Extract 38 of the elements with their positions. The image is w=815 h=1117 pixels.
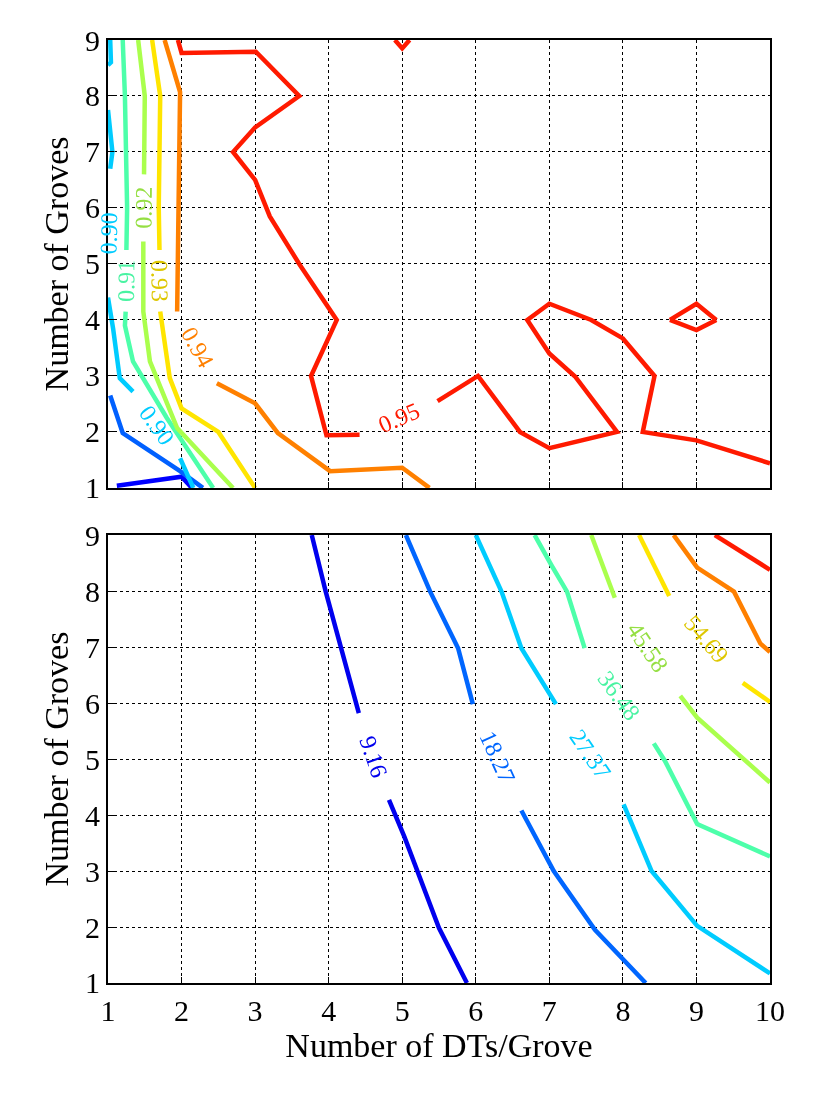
- y-tick-label: 8: [85, 574, 100, 608]
- y-tick-label: 7: [85, 630, 100, 664]
- y-axis-title: Number of Groves: [38, 136, 76, 392]
- x-tick-label: 2: [174, 994, 190, 1027]
- x-tick-label: 3: [247, 994, 263, 1027]
- x-tick-label: 9: [688, 994, 704, 1027]
- x-tick-label: 7: [541, 994, 557, 1027]
- text: 0.92: [130, 186, 157, 229]
- y-tick-label: 4: [85, 303, 100, 337]
- x-tick-label: 10: [755, 994, 785, 1027]
- x-tick-label: 5: [394, 994, 410, 1027]
- y-tick-label: 8: [85, 79, 100, 113]
- y-tick-label: 3: [85, 854, 100, 888]
- y-tick-label: 7: [85, 135, 100, 169]
- y-tick-label: 6: [85, 686, 100, 720]
- x-tick-label: 6: [468, 994, 484, 1027]
- y-tick-label: 1: [85, 966, 100, 1000]
- y-tick-label: 9: [85, 23, 100, 57]
- y-tick-label: 5: [85, 742, 100, 776]
- y-tick-label: 9: [85, 518, 100, 552]
- x-axis-title: Number of DTs/Grove: [285, 1027, 593, 1064]
- text: 0.95: [374, 397, 424, 439]
- y-tick-label: 6: [85, 191, 100, 225]
- y-tick-label: 1: [85, 471, 100, 505]
- x-tick-label: 8: [615, 994, 631, 1027]
- text: 0.93: [146, 259, 173, 303]
- y-tick-label: 3: [85, 359, 100, 393]
- y-tick-label: 4: [85, 798, 100, 832]
- text: 9.16: [354, 732, 393, 781]
- text: 0.94: [175, 322, 219, 372]
- y-tick-label: 2: [85, 415, 100, 449]
- text: 0.90: [134, 400, 180, 450]
- y-axis-title: Number of Groves: [38, 631, 76, 887]
- text: 0.91: [113, 259, 140, 302]
- y-tick-label: 5: [85, 247, 100, 281]
- text: 18.27: [474, 727, 521, 788]
- y-tick-label: 2: [85, 910, 100, 944]
- x-tick-label: 4: [321, 994, 337, 1027]
